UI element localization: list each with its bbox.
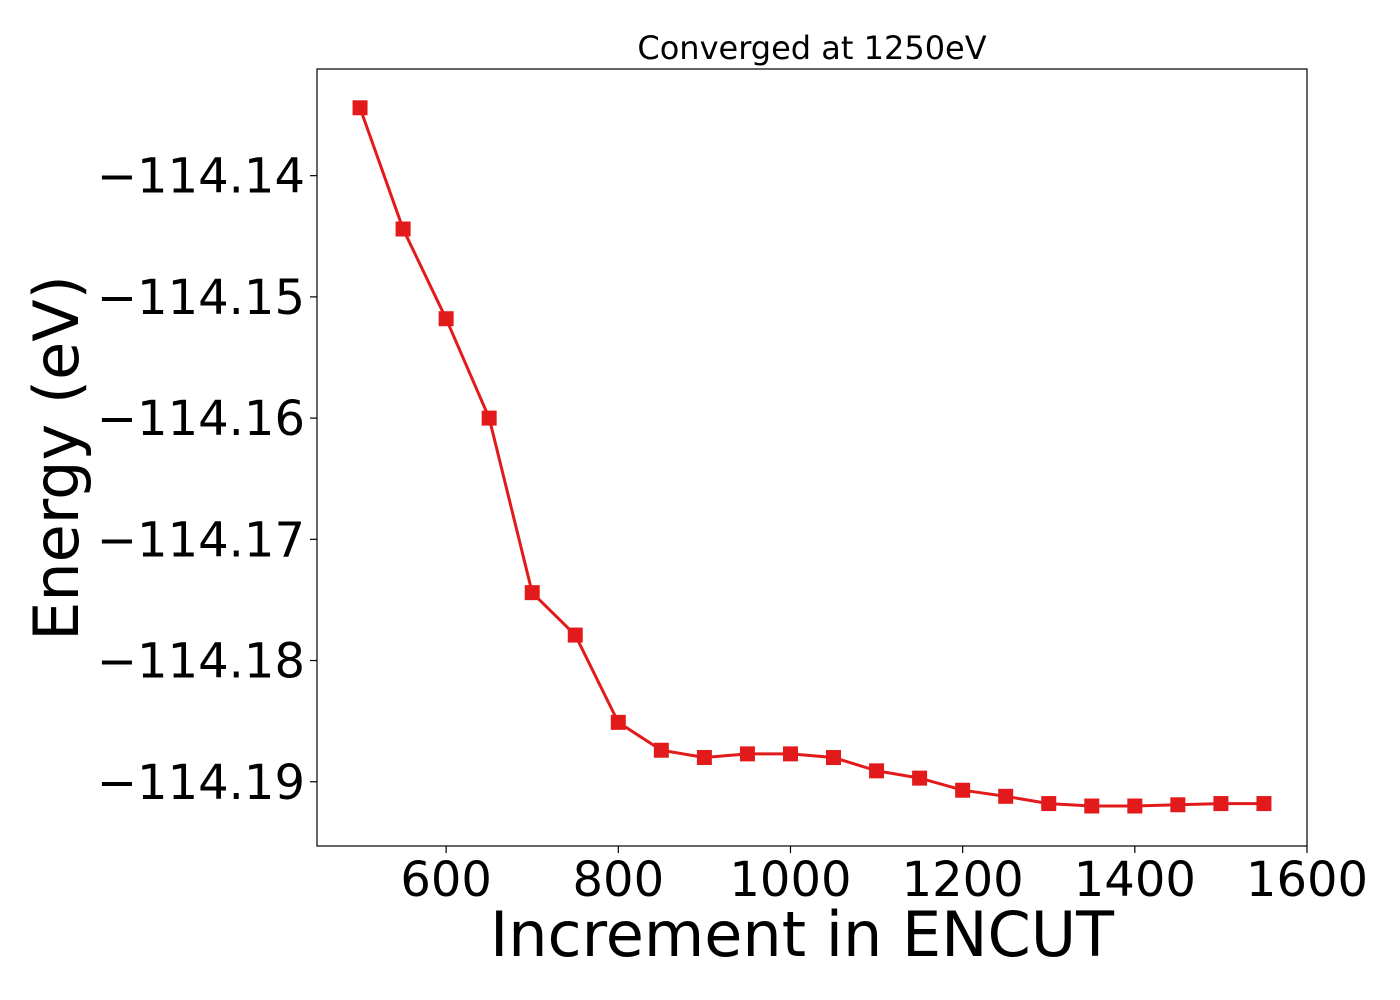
- x-tick-label: 600: [400, 852, 492, 908]
- x-tick-label: 800: [572, 852, 664, 908]
- data-point-marker: [653, 742, 669, 758]
- data-point-marker: [1170, 797, 1186, 813]
- x-axis-ticks: 600 800 1000 1200 1400 1600: [400, 846, 1368, 908]
- data-point-marker: [869, 763, 885, 779]
- data-point-marker: [481, 410, 497, 426]
- plot-area: [316, 68, 1308, 847]
- data-point-marker: [696, 750, 712, 766]
- data-point-marker: [739, 746, 755, 762]
- data-point-marker: [1213, 796, 1229, 812]
- x-tick-label: 1000: [729, 852, 851, 908]
- data-point-marker: [955, 782, 971, 798]
- data-point-marker: [1256, 796, 1272, 812]
- data-point-marker: [524, 585, 540, 601]
- x-axis-label: Increment in ENCUT: [490, 898, 1115, 971]
- data-point-marker: [567, 627, 583, 643]
- data-point-marker: [826, 750, 842, 766]
- data-point-marker: [1084, 798, 1100, 814]
- y-tick-label: −114.17: [97, 512, 305, 568]
- data-point-marker: [1041, 796, 1057, 812]
- data-point-marker: [395, 221, 411, 237]
- series-group: [352, 100, 1272, 814]
- x-tick-label: 1600: [1246, 852, 1368, 908]
- y-tick-label: −114.19: [97, 755, 305, 811]
- y-axis-ticks: −114.14 −114.15 −114.16 −114.17 −114.18 −114.…: [97, 149, 317, 811]
- x-tick-label: 1400: [1074, 852, 1196, 908]
- y-tick-label: −114.16: [97, 391, 305, 447]
- data-point-marker: [352, 100, 368, 116]
- data-point-marker: [610, 714, 626, 730]
- data-point-marker: [782, 746, 798, 762]
- data-point-marker: [438, 311, 454, 327]
- data-point-marker: [912, 770, 928, 786]
- y-tick-label: −114.15: [97, 270, 305, 326]
- y-axis-label: Energy (eV): [20, 275, 93, 641]
- chart-title: Converged at 1250eV: [637, 29, 986, 67]
- data-point-marker: [1127, 798, 1143, 814]
- x-tick-label: 1200: [902, 852, 1024, 908]
- data-point-marker: [998, 788, 1014, 804]
- y-tick-label: −114.18: [97, 634, 305, 690]
- series-line: [358, 107, 1264, 808]
- y-tick-label: −114.14: [97, 149, 305, 205]
